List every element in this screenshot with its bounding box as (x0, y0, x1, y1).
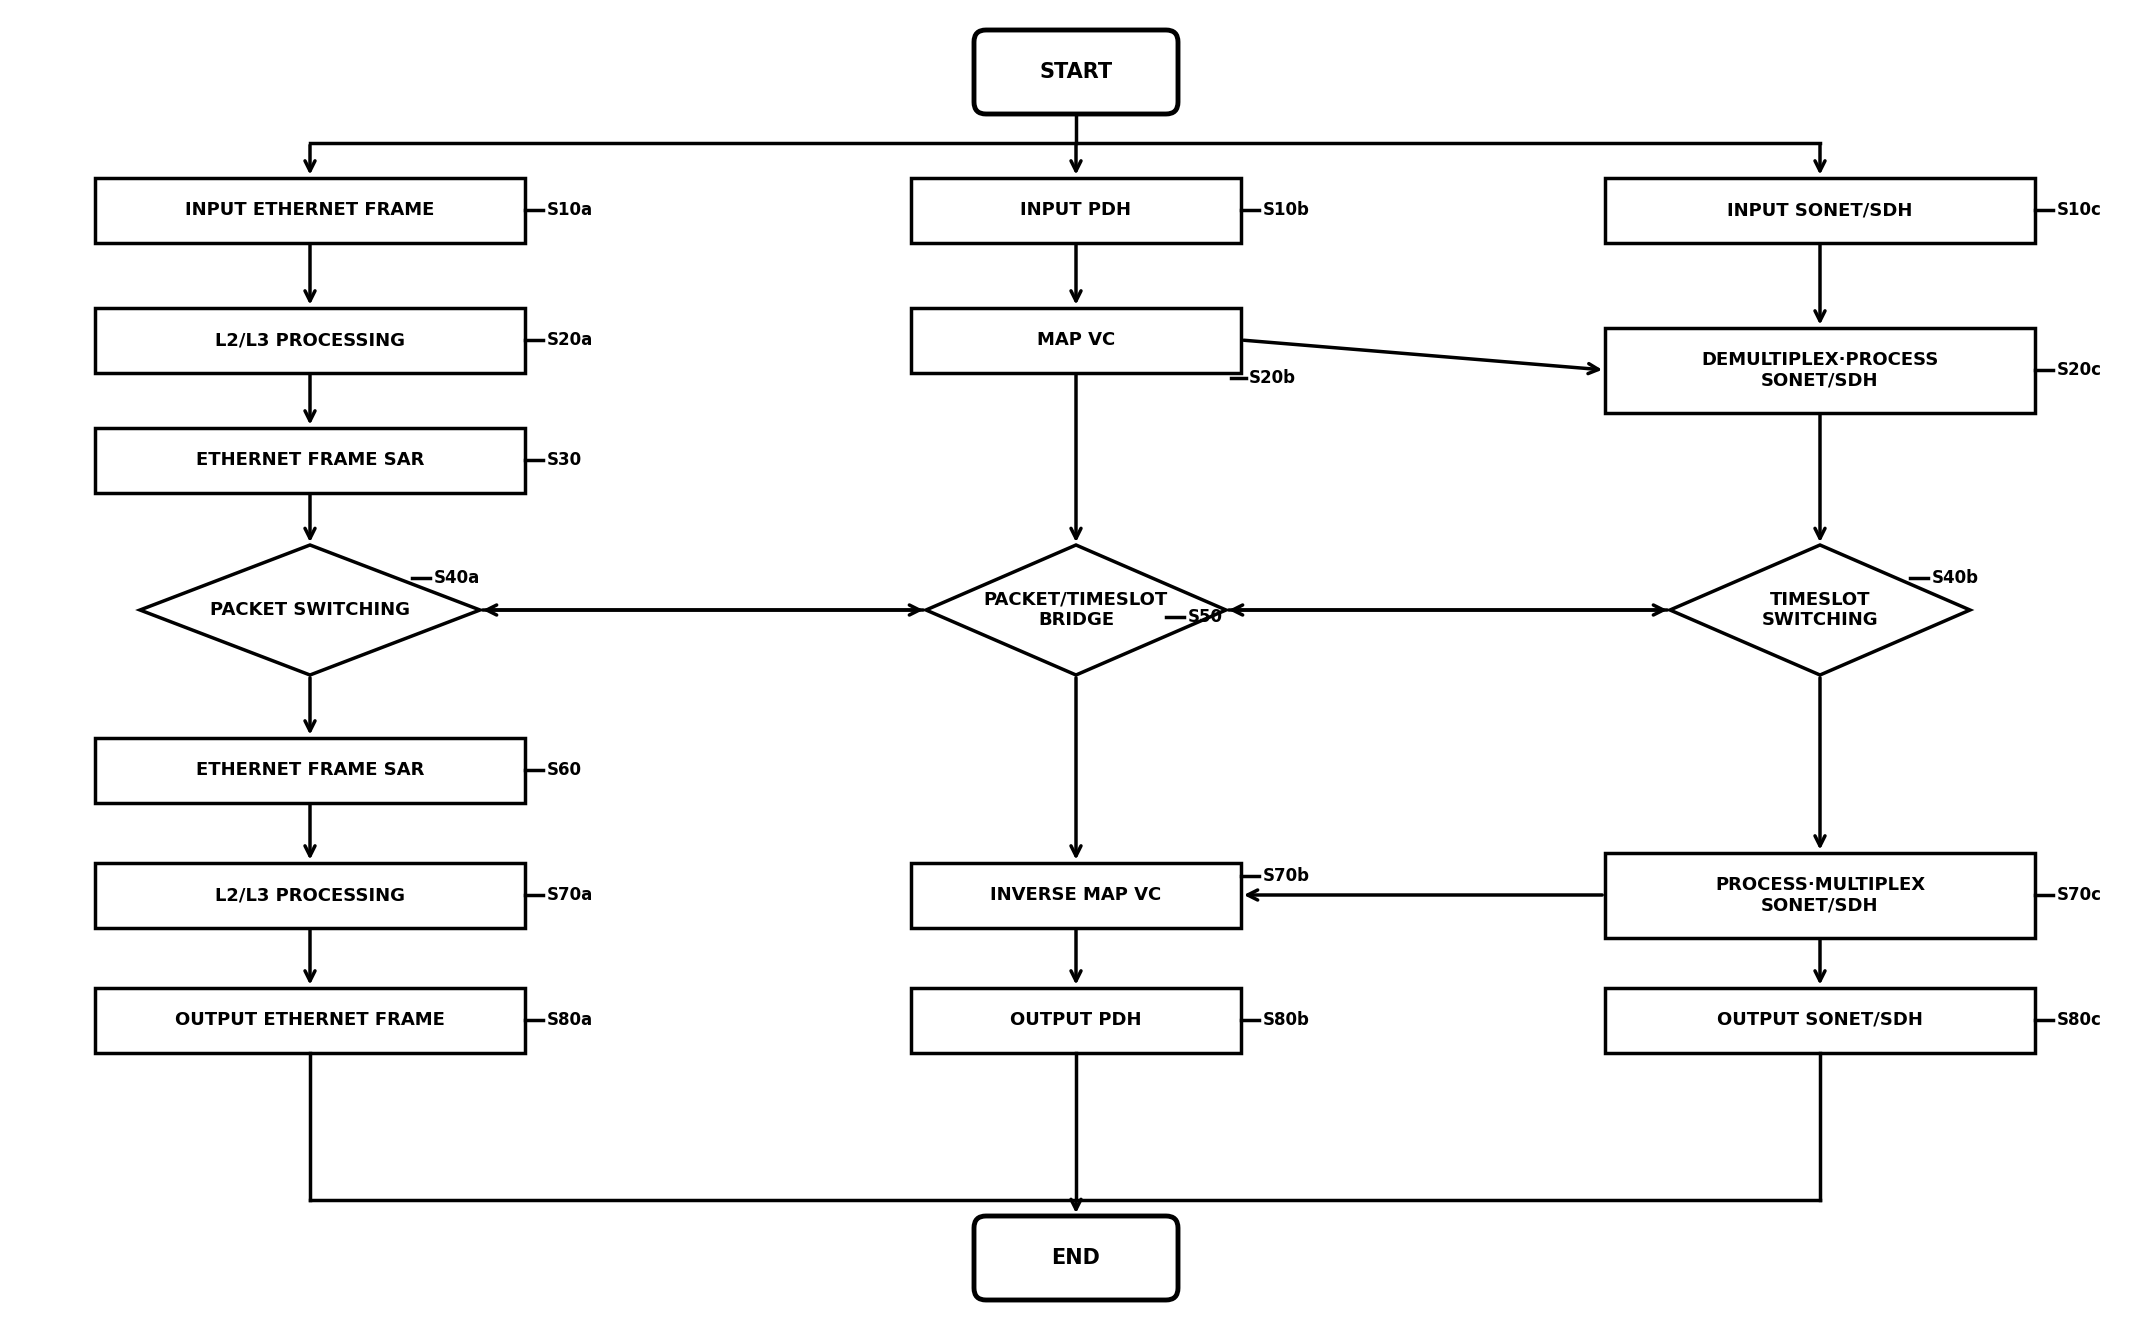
Text: PACKET/TIMESLOT
BRIDGE: PACKET/TIMESLOT BRIDGE (983, 591, 1169, 629)
Text: S40b: S40b (1932, 568, 1980, 587)
Polygon shape (140, 545, 480, 676)
Text: S30: S30 (547, 451, 583, 469)
FancyBboxPatch shape (1605, 327, 2036, 412)
Text: L2/L3 PROCESSING: L2/L3 PROCESSING (215, 886, 405, 904)
Text: PACKET SWITCHING: PACKET SWITCHING (211, 601, 411, 618)
FancyBboxPatch shape (95, 177, 525, 242)
Text: S80c: S80c (2057, 1011, 2103, 1029)
Text: END: END (1052, 1248, 1100, 1267)
Text: OUTPUT SONET/SDH: OUTPUT SONET/SDH (1717, 1011, 1924, 1029)
Text: S10c: S10c (2057, 201, 2103, 219)
Text: S40a: S40a (435, 568, 480, 587)
FancyBboxPatch shape (95, 738, 525, 802)
FancyBboxPatch shape (910, 987, 1242, 1052)
FancyBboxPatch shape (975, 31, 1177, 114)
Text: S20b: S20b (1248, 368, 1296, 387)
FancyBboxPatch shape (95, 307, 525, 372)
Text: INPUT PDH: INPUT PDH (1020, 201, 1132, 219)
FancyBboxPatch shape (95, 427, 525, 492)
Text: S70a: S70a (547, 886, 594, 904)
FancyBboxPatch shape (95, 862, 525, 927)
FancyBboxPatch shape (1605, 177, 2036, 242)
Text: TIMESLOT
SWITCHING: TIMESLOT SWITCHING (1762, 591, 1879, 629)
Text: S80b: S80b (1263, 1011, 1311, 1029)
Text: PROCESS·MULTIPLEX
SONET/SDH: PROCESS·MULTIPLEX SONET/SDH (1715, 875, 1926, 915)
Text: MAP VC: MAP VC (1037, 331, 1115, 348)
Text: S70b: S70b (1263, 867, 1311, 884)
Text: S80a: S80a (547, 1011, 594, 1029)
FancyBboxPatch shape (95, 987, 525, 1052)
Text: L2/L3 PROCESSING: L2/L3 PROCESSING (215, 331, 405, 348)
Text: S60: S60 (547, 761, 581, 779)
Polygon shape (1670, 545, 1969, 676)
Text: INPUT ETHERNET FRAME: INPUT ETHERNET FRAME (185, 201, 435, 219)
Text: INPUT SONET/SDH: INPUT SONET/SDH (1728, 201, 1913, 219)
Text: OUTPUT ETHERNET FRAME: OUTPUT ETHERNET FRAME (174, 1011, 445, 1029)
Text: S20a: S20a (547, 331, 594, 348)
Text: S50: S50 (1188, 608, 1222, 625)
Text: INVERSE MAP VC: INVERSE MAP VC (990, 886, 1162, 904)
FancyBboxPatch shape (1605, 853, 2036, 938)
FancyBboxPatch shape (910, 862, 1242, 927)
Polygon shape (925, 545, 1227, 676)
Text: S10a: S10a (547, 201, 594, 219)
Text: S10b: S10b (1263, 201, 1311, 219)
FancyBboxPatch shape (910, 177, 1242, 242)
Text: ETHERNET FRAME SAR: ETHERNET FRAME SAR (196, 451, 424, 469)
Text: ETHERNET FRAME SAR: ETHERNET FRAME SAR (196, 761, 424, 779)
FancyBboxPatch shape (1605, 987, 2036, 1052)
FancyBboxPatch shape (975, 1216, 1177, 1299)
Text: DEMULTIPLEX·PROCESS
SONET/SDH: DEMULTIPLEX·PROCESS SONET/SDH (1702, 351, 1939, 390)
Text: S20c: S20c (2057, 360, 2103, 379)
Text: OUTPUT PDH: OUTPUT PDH (1009, 1011, 1143, 1029)
Text: START: START (1039, 63, 1113, 82)
Text: S70c: S70c (2057, 886, 2103, 904)
FancyBboxPatch shape (910, 307, 1242, 372)
